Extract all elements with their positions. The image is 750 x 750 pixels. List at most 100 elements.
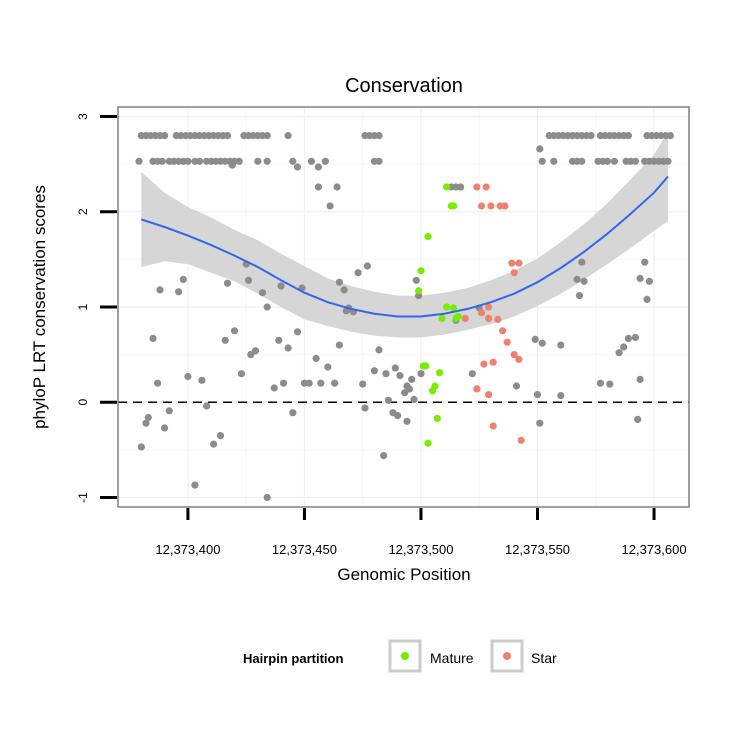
y-tick-label: 3: [76, 113, 90, 120]
point-other: [293, 163, 302, 171]
point-other: [279, 379, 288, 387]
point-other: [223, 132, 232, 140]
point-other: [550, 157, 558, 165]
point-other: [289, 409, 297, 417]
point-other: [363, 262, 371, 270]
x-tick-label: 12,373,600: [622, 542, 687, 557]
point-other: [557, 341, 565, 349]
point-mature: [429, 387, 437, 395]
point-other: [391, 364, 399, 372]
point-other: [575, 292, 584, 300]
point-other: [314, 183, 322, 191]
point-other: [610, 157, 619, 165]
point-other: [277, 282, 285, 290]
y-tick-label: 2: [76, 208, 90, 215]
plot-panel: [117, 106, 690, 508]
point-other: [412, 276, 420, 284]
point-other: [335, 278, 343, 286]
point-other: [305, 379, 313, 387]
point-other: [317, 379, 325, 387]
point-other: [587, 132, 595, 140]
legend: Hairpin partition Mature Star: [243, 639, 557, 673]
point-other: [161, 132, 169, 140]
point-other: [314, 163, 322, 171]
point-other: [331, 379, 339, 387]
point-mature: [433, 414, 441, 422]
point-other: [158, 157, 166, 165]
point-other: [606, 380, 614, 388]
point-other: [335, 341, 343, 349]
point-other: [307, 157, 315, 165]
point-other: [457, 183, 465, 191]
point-other: [198, 376, 206, 384]
y-axis: -1 0 1 2 3: [76, 113, 117, 503]
point-other: [293, 328, 302, 336]
point-other: [536, 419, 544, 427]
point-other: [263, 132, 271, 140]
point-other: [578, 258, 586, 266]
point-other: [531, 335, 539, 343]
point-star: [473, 385, 481, 393]
point-other: [179, 275, 187, 283]
point-other: [321, 157, 329, 165]
point-star: [515, 259, 523, 267]
point-other: [596, 379, 605, 387]
point-star: [487, 202, 495, 210]
point-star: [485, 391, 493, 399]
point-other: [615, 349, 623, 357]
point-other: [405, 385, 413, 393]
point-mature: [415, 287, 423, 295]
point-other: [263, 303, 271, 311]
point-other: [573, 275, 581, 283]
point-other: [603, 157, 612, 165]
point-other: [175, 288, 183, 296]
point-other: [359, 380, 367, 388]
x-tick-label: 12,373,450: [272, 542, 337, 557]
point-other: [394, 412, 402, 420]
point-other: [228, 161, 236, 169]
point-other: [578, 157, 586, 165]
legend-title: Hairpin partition: [243, 651, 343, 666]
point-other: [254, 157, 262, 165]
point-other: [284, 132, 292, 140]
point-star: [485, 314, 493, 322]
y-axis-label: phyloP LRT conservation scores: [30, 185, 49, 429]
point-other: [641, 258, 649, 266]
point-other: [165, 407, 173, 415]
point-other: [375, 157, 383, 165]
point-other: [636, 274, 644, 282]
y-tick-label: -1: [76, 492, 90, 503]
point-star: [503, 338, 511, 346]
point-other: [643, 295, 651, 303]
point-other: [135, 157, 143, 165]
x-axis: 12,373,400 12,373,450 12,373,500 12,373,550…: [155, 508, 687, 557]
point-other: [191, 481, 199, 489]
legend-key-star: [490, 639, 524, 673]
x-tick-label: 12,373,500: [388, 542, 453, 557]
legend-label-star: Star: [531, 650, 557, 666]
point-other: [624, 334, 633, 342]
point-other: [354, 269, 362, 277]
point-other: [251, 347, 260, 355]
point-other: [380, 452, 388, 460]
point-other: [235, 157, 243, 165]
point-other: [468, 370, 476, 378]
point-other: [375, 346, 383, 354]
smooth-trend-line: [140, 175, 669, 318]
point-mature: [422, 362, 430, 370]
point-other: [223, 279, 232, 287]
legend-swatch-star: [503, 652, 511, 660]
point-mature: [424, 439, 432, 447]
point-other: [210, 440, 218, 448]
point-other: [384, 396, 392, 404]
point-mature: [450, 202, 458, 210]
point-other: [312, 354, 320, 362]
point-other: [142, 419, 150, 427]
point-other: [538, 339, 546, 347]
point-other: [645, 277, 654, 285]
point-other: [154, 379, 162, 387]
x-tick-label: 12,373,400: [155, 542, 220, 557]
point-other: [275, 336, 283, 344]
point-star: [517, 436, 525, 444]
